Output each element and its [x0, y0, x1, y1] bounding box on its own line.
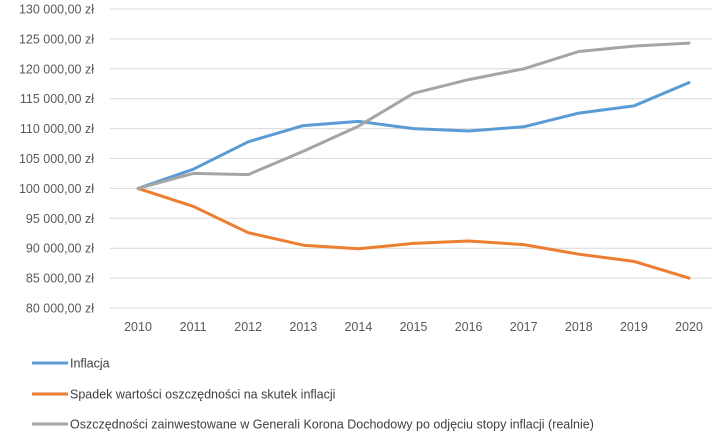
x-tick-label: 2011 [180, 320, 207, 334]
x-tick-label: 2018 [565, 320, 593, 334]
series-2 [138, 188, 689, 278]
legend-label: Spadek wartości oszczędności na skutek i… [70, 388, 335, 402]
y-tick-label: 120 000,00 zł [19, 62, 94, 76]
legend-label: Oszczędności zainwestowane w Generali Ko… [70, 418, 594, 432]
series-lines [138, 43, 689, 278]
x-tick-label: 2014 [344, 320, 372, 334]
y-tick-label: 85 000,00 zł [26, 272, 94, 286]
y-tick-label: 105 000,00 zł [19, 152, 94, 166]
gridlines [110, 9, 712, 308]
x-tick-label: 2012 [234, 320, 262, 334]
legend-item: Spadek wartości oszczędności na skutek i… [32, 388, 335, 402]
y-tick-label: 115 000,00 zł [20, 92, 94, 106]
x-tick-label: 2016 [455, 320, 483, 334]
legend-item: Oszczędności zainwestowane w Generali Ko… [32, 418, 594, 432]
x-axis-ticks: 2010 2011 2012 2013 2014 2015 2016 2017 2018 2019… [124, 320, 703, 334]
y-tick-label: 100 000,00 zł [19, 182, 94, 196]
x-tick-label: 2013 [289, 320, 317, 334]
x-tick-label: 2020 [675, 320, 703, 334]
legend-label: Inflacja [70, 357, 110, 371]
y-axis-ticks: 80 000,00 zł 85 000,00 zł 90 000,00 zł 95 0… [19, 3, 94, 316]
series-line [138, 43, 689, 188]
y-tick-label: 125 000,00 zł [19, 32, 94, 46]
legend-item: Inflacja [32, 357, 110, 371]
series-3 [138, 43, 689, 188]
y-tick-label: 130 000,00 zł [19, 3, 94, 17]
y-tick-label: 90 000,00 zł [26, 242, 94, 256]
y-tick-label: 80 000,00 zł [26, 302, 94, 316]
y-tick-label: 95 000,00 zł [26, 212, 94, 226]
x-tick-label: 2017 [510, 320, 538, 334]
x-tick-label: 2019 [620, 320, 648, 334]
y-tick-label: 110 000,00 zł [20, 122, 94, 136]
legend: Inflacja Spadek wartości oszczędności na … [32, 357, 594, 432]
x-tick-label: 2010 [124, 320, 152, 334]
x-tick-label: 2015 [400, 320, 428, 334]
series-line [138, 188, 689, 278]
